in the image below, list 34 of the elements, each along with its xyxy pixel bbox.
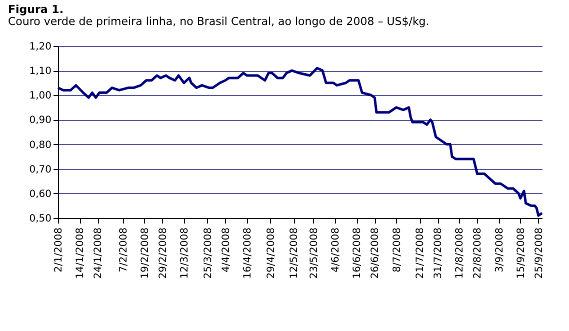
y-tick-label: 0,80 (29, 140, 52, 151)
x-tick-label: 19/2/2008 (140, 228, 151, 279)
x-tick-label: 12/3/2008 (179, 228, 190, 279)
x-tick-label: 21/7/2008 (415, 228, 426, 279)
x-tick-label: 22/8/2008 (472, 228, 484, 279)
x-tick-label: 8/7/2008 (392, 228, 403, 272)
y-tick-label: 0,70 (29, 164, 52, 176)
chart-title: Figura 1. (8, 3, 64, 16)
x-tick-label: 25/9/2008 (534, 228, 545, 279)
chart-subtitle: Couro verde de primeira linha, no Brasil Central, ao longo de 2008 – US$/kg. (8, 15, 430, 28)
x-tick-label: 15/9/2008 (516, 228, 527, 279)
x-tick-label: 7/2/2008 (118, 228, 130, 272)
x-tick-label: 29/2/2008 (158, 228, 169, 279)
x-tick-label: 2/1/2008 (54, 228, 64, 272)
x-tick-label: 3/9/2008 (494, 228, 506, 272)
y-tick-label: 1,00 (29, 90, 52, 102)
x-tick-label: 31/7/2008 (433, 228, 444, 279)
y-tick-label: 0,90 (29, 115, 52, 126)
y-tick-label: 1,10 (29, 66, 52, 78)
x-tick-label: 24/1/2008 (93, 228, 104, 279)
x-tick-label: 23/5/2008 (308, 228, 320, 279)
x-tick-label: 12/5/2008 (289, 228, 300, 279)
x-tick-label: 14/1/2008 (75, 228, 86, 279)
y-tick-label: 0,50 (29, 214, 52, 224)
x-tick-label: 29/4/2008 (266, 228, 277, 279)
x-tick-label: 16/4/2008 (242, 228, 254, 279)
x-tick-label: 12/8/2008 (454, 228, 466, 279)
x-tick-label: 4/4/2008 (220, 228, 232, 272)
x-tick-label: 4/6/2008 (330, 228, 342, 272)
y-tick-label: 0,60 (29, 188, 52, 200)
x-tick-label: 16/6/2008 (352, 228, 364, 279)
x-tick-label: 26/6/2008 (370, 228, 382, 279)
x-tick-label: 25/3/2008 (202, 228, 214, 279)
y-tick-label: 1,20 (29, 42, 52, 52)
